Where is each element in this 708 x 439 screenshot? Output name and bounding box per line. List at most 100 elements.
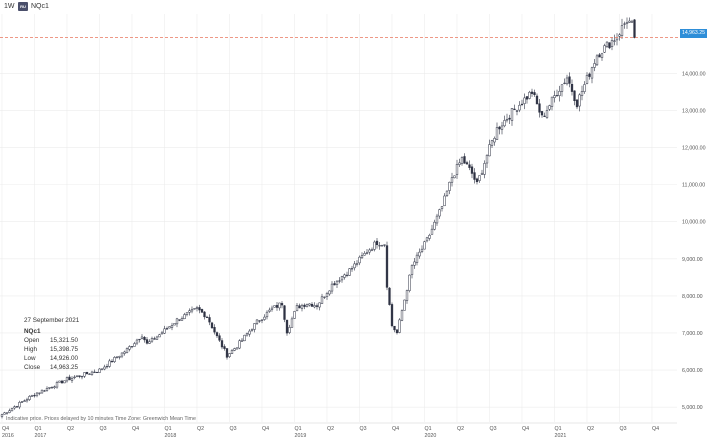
candle-down xyxy=(520,103,524,105)
candle-down xyxy=(538,103,541,113)
candle-up xyxy=(105,365,109,368)
candlestick-series xyxy=(0,17,636,419)
candle-up xyxy=(265,311,269,318)
candle-up xyxy=(10,408,14,412)
interval-selector[interactable]: 1W xyxy=(4,3,15,10)
candle-down xyxy=(165,328,169,330)
candle-up xyxy=(433,221,436,230)
candle-up xyxy=(398,319,401,333)
candle-down xyxy=(498,126,501,130)
candle-down xyxy=(535,95,539,105)
candle-up xyxy=(328,290,331,295)
candle-up xyxy=(295,305,299,312)
candle-down xyxy=(78,375,81,377)
candle-up xyxy=(20,401,24,403)
y-tick-label: 11,000.00 xyxy=(682,183,705,189)
candle-up xyxy=(593,63,596,68)
quarter-label: Q4 xyxy=(652,426,659,432)
y-tick-label: 7,000.00 xyxy=(682,331,703,337)
candle-up xyxy=(338,280,341,282)
y-tick-label: 14,000.00 xyxy=(682,71,706,77)
candle-up xyxy=(370,249,374,251)
candle-down xyxy=(225,348,229,358)
quarter-label: Q2 xyxy=(197,426,204,432)
candle-down xyxy=(525,96,529,100)
candle-up xyxy=(13,406,16,409)
candle-down xyxy=(375,240,379,245)
candle-up xyxy=(418,251,421,257)
quarter-label: Q2 xyxy=(587,426,594,432)
candle-down xyxy=(223,346,226,349)
candle-up xyxy=(138,338,141,341)
candle-down xyxy=(43,390,46,392)
candle-up xyxy=(95,371,99,374)
candle-up xyxy=(613,40,616,42)
candle-up xyxy=(360,255,364,259)
candle-up xyxy=(403,299,406,311)
candle-up xyxy=(170,325,174,328)
candle-up xyxy=(293,311,296,319)
candle-down xyxy=(390,304,394,327)
y-tick-label: 9,000.00 xyxy=(682,257,703,263)
candle-down xyxy=(213,327,216,333)
quarter-label: Q4 xyxy=(132,426,139,432)
candle-down xyxy=(508,117,511,120)
candle-up xyxy=(18,402,21,408)
candle-down xyxy=(393,325,396,331)
y-axis: 5,000.00 6,000.00 7,000.00 8,000.00 9,000.00… xyxy=(682,71,706,411)
candle-up xyxy=(413,261,416,266)
candle-up xyxy=(340,276,344,281)
candle-up xyxy=(183,314,186,320)
candle-up xyxy=(118,356,121,358)
candle-down xyxy=(315,305,319,307)
candle-up xyxy=(248,330,251,335)
candle-up xyxy=(488,144,491,157)
candle-up xyxy=(485,154,489,164)
candle-down xyxy=(258,320,261,322)
candle-down xyxy=(568,76,571,84)
quarter-label: Q3 xyxy=(100,426,107,432)
info-row-close: Close 14,963.25 xyxy=(24,363,114,372)
candle-up xyxy=(230,349,234,354)
candle-up xyxy=(585,74,589,84)
candle-up xyxy=(188,310,191,313)
candle-up xyxy=(235,347,239,350)
chart-toolbar: 1W RU NQc1 xyxy=(0,0,708,14)
candle-down xyxy=(540,111,544,116)
candle-up xyxy=(400,310,404,321)
candle-up xyxy=(173,323,176,326)
candle-down xyxy=(468,164,471,168)
candle-down xyxy=(608,42,611,49)
candle-up xyxy=(323,296,326,298)
candle-up xyxy=(623,23,626,25)
candle-down xyxy=(310,303,314,307)
grid-lines xyxy=(0,14,677,422)
candle-up xyxy=(510,108,514,121)
candle-down xyxy=(475,178,479,183)
info-key: High xyxy=(24,346,37,353)
candle-up xyxy=(435,215,439,224)
candle-up xyxy=(618,34,621,37)
quarter-label: Q4 xyxy=(262,426,269,432)
candle-up xyxy=(560,84,564,92)
candle-up xyxy=(53,386,56,388)
candle-down xyxy=(93,371,96,373)
candle-up xyxy=(125,348,129,353)
candle-down xyxy=(178,319,181,321)
candle-up xyxy=(245,333,249,336)
candle-down xyxy=(33,395,36,397)
candle-up xyxy=(240,339,244,342)
candle-up xyxy=(255,319,259,324)
y-tick-label: 13,000.00 xyxy=(682,108,706,114)
candle-up xyxy=(478,175,481,181)
candle-up xyxy=(238,340,241,349)
info-key: Low xyxy=(24,355,36,362)
candle-up xyxy=(80,376,84,378)
symbol-icon: RU xyxy=(18,2,28,11)
candle-down xyxy=(303,304,306,307)
candle-up xyxy=(190,309,194,312)
candle-up xyxy=(425,237,429,242)
year-label: 2016 xyxy=(2,433,14,439)
symbol-label[interactable]: NQc1 xyxy=(31,3,49,10)
